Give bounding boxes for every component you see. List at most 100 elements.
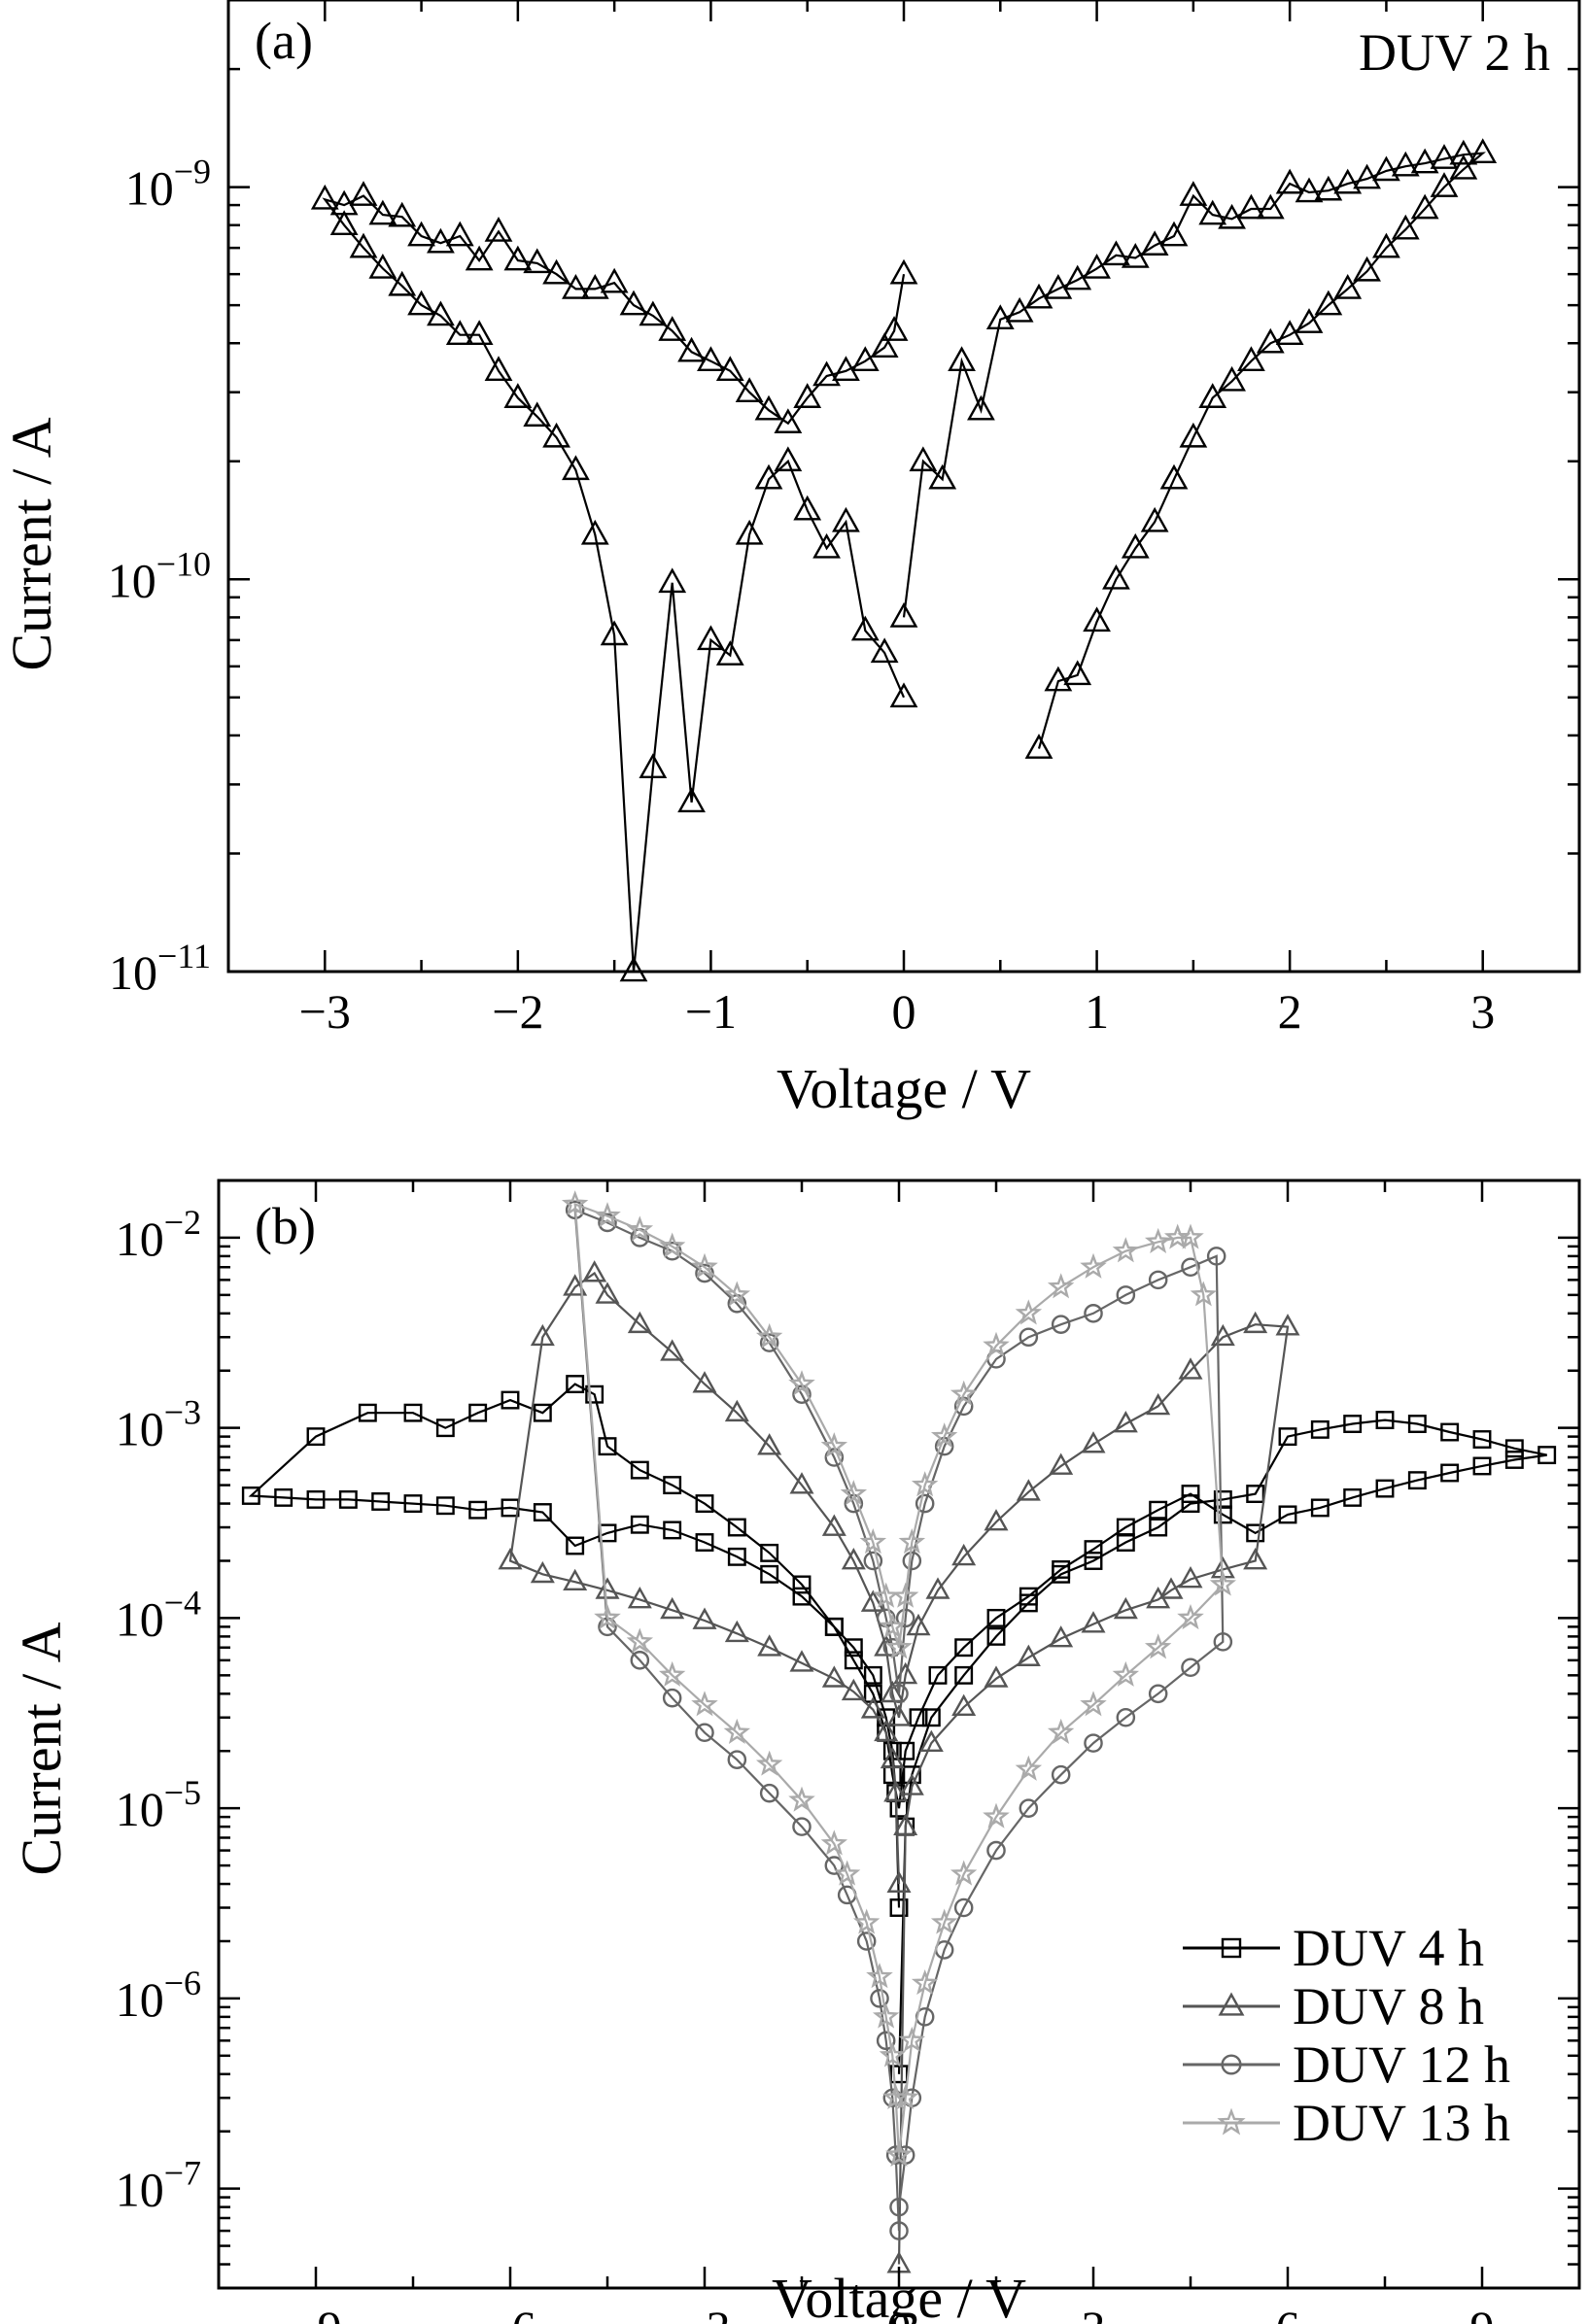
data-point	[630, 1460, 649, 1480]
data-point	[1005, 296, 1034, 323]
data-point	[727, 1518, 746, 1537]
data-point	[735, 377, 764, 402]
data-point	[984, 1509, 1009, 1531]
data-point	[1181, 1658, 1200, 1678]
data-point	[595, 1577, 620, 1599]
data-point	[1146, 1392, 1171, 1416]
data-point	[1310, 1498, 1330, 1518]
data-point	[915, 1493, 935, 1514]
data-point	[889, 2221, 909, 2240]
y-tick-label: 10−6	[116, 1964, 201, 2027]
data-point	[533, 1503, 552, 1521]
data-point	[870, 1989, 889, 2008]
data-point	[951, 1693, 977, 1717]
x-axis-title-a: Voltage / V	[777, 1057, 1031, 1120]
legend-label: DUV 12 h	[1293, 2035, 1510, 2094]
data-point	[658, 567, 687, 594]
data-point	[715, 356, 744, 382]
data-point	[1024, 734, 1054, 759]
data-point	[1063, 660, 1092, 686]
data-point	[1179, 181, 1208, 206]
data-point	[1146, 1586, 1171, 1609]
legend-item: DUV 4 h	[1183, 1919, 1484, 1977]
data-point	[1504, 1451, 1524, 1469]
data-point	[349, 232, 378, 258]
data-point	[1080, 1691, 1107, 1717]
data-point	[954, 1638, 974, 1658]
data-point	[832, 506, 860, 532]
data-point	[1051, 1764, 1071, 1785]
data-point	[388, 270, 417, 296]
data-point	[896, 1741, 915, 1760]
data-point	[1083, 606, 1111, 632]
data-point	[1504, 1439, 1524, 1458]
data-point	[338, 1489, 358, 1509]
data-point	[792, 1587, 812, 1606]
y-tick-label: 10−10	[108, 544, 211, 607]
data-point	[1044, 666, 1073, 692]
data-point	[691, 1252, 718, 1279]
data-point	[755, 1750, 783, 1776]
data-point	[523, 248, 552, 274]
data-point	[1149, 1500, 1168, 1520]
data-point	[692, 1607, 717, 1629]
series-line	[508, 1271, 1290, 2265]
data-point	[1144, 1633, 1172, 1659]
data-point	[1472, 1456, 1492, 1476]
data-point	[1430, 144, 1459, 169]
data-point	[388, 201, 417, 227]
data-point	[889, 601, 918, 628]
data-point	[967, 394, 995, 421]
data-point	[503, 383, 533, 408]
data-point	[1181, 1494, 1200, 1514]
legend-item: DUV 13 h	[1183, 2094, 1510, 2152]
data-point	[501, 1390, 520, 1410]
data-point	[435, 1496, 455, 1516]
data-point	[1015, 1755, 1043, 1781]
x-tick-label: −3	[299, 984, 351, 1039]
data-point	[660, 1339, 685, 1361]
data-point	[821, 1665, 846, 1688]
data-point	[626, 1215, 654, 1242]
data-point	[619, 290, 648, 316]
data-point	[427, 300, 455, 326]
data-point	[891, 2083, 919, 2109]
data-point	[1353, 256, 1381, 282]
data-point	[349, 181, 378, 206]
data-point	[986, 1608, 1006, 1627]
y-tick-label: 10−5	[116, 1773, 201, 1836]
data-point	[1310, 1419, 1330, 1439]
data-point	[598, 1437, 617, 1456]
data-point	[1181, 1257, 1200, 1278]
data-point	[695, 1533, 714, 1552]
data-point	[1237, 346, 1265, 372]
data-point	[1116, 1533, 1135, 1552]
y-tick-label: 10−2	[116, 1203, 201, 1266]
data-point	[1016, 1479, 1041, 1501]
data-point	[1213, 1489, 1232, 1509]
x-tick-label: 0	[887, 2301, 912, 2324]
data-point	[872, 2002, 900, 2029]
data-point	[909, 446, 938, 472]
legend-label: DUV 8 h	[1293, 1977, 1484, 2035]
data-point	[1102, 240, 1130, 266]
data-point	[724, 1399, 749, 1422]
data-point	[724, 1620, 749, 1643]
data-point	[840, 1480, 868, 1506]
data-point	[580, 273, 609, 299]
data-point	[585, 1384, 605, 1404]
data-point	[306, 1489, 326, 1509]
x-axis-title-b: Voltage / V	[772, 2267, 1026, 2324]
data-point	[821, 1514, 846, 1536]
data-point	[1275, 320, 1304, 346]
data-point	[1140, 506, 1169, 532]
data-point	[723, 1718, 751, 1744]
data-point	[953, 1897, 974, 1918]
data-point	[306, 1427, 326, 1447]
data-point	[1047, 1718, 1075, 1744]
data-point	[1391, 151, 1420, 177]
data-point	[774, 408, 803, 433]
y-tick-label: 10−9	[125, 153, 211, 216]
data-point	[948, 346, 976, 372]
data-point	[754, 463, 783, 490]
